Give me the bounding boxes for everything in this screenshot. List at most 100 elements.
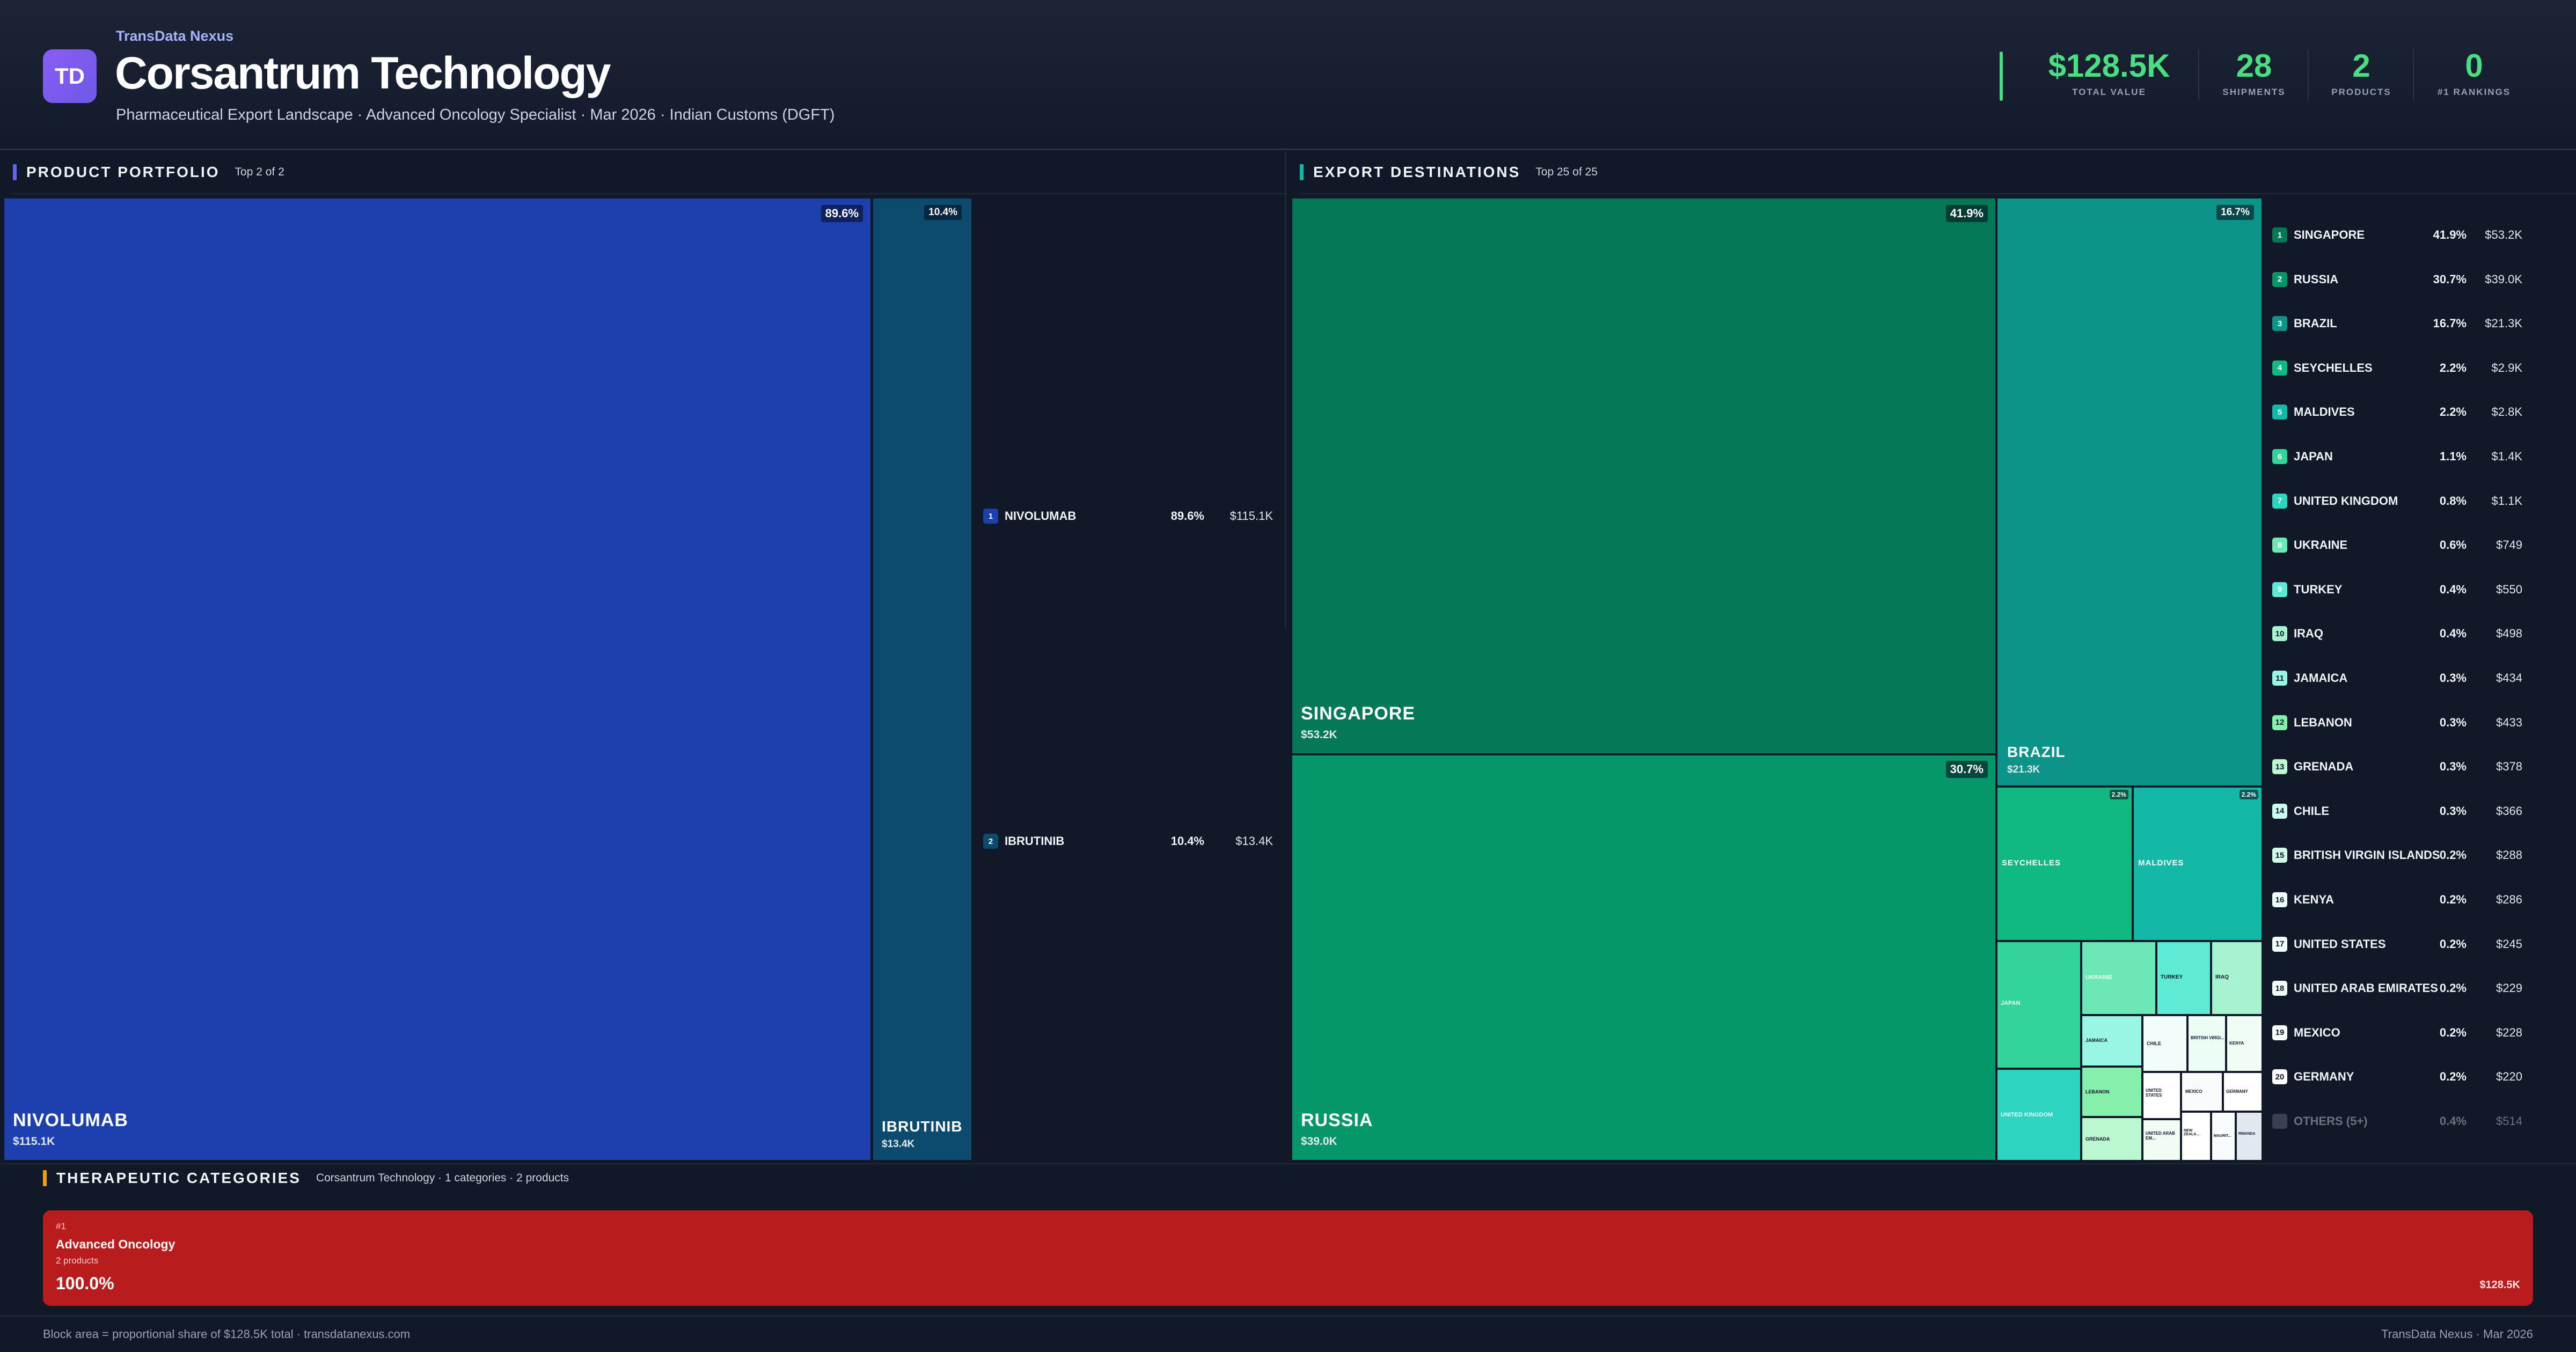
tile-jamaica[interactable]: JAMAICA (2082, 1016, 2141, 1066)
row-name: GERMANY (2294, 1070, 2354, 1084)
tile-chile[interactable]: CHILE (2143, 1016, 2186, 1071)
row-value: $21.3K (2485, 317, 2522, 330)
row-name: UNITED KINGDOM (2294, 494, 2398, 508)
tile-pct-badge: 2.2% (2109, 790, 2128, 799)
therapeutic-header: THERAPEUTIC CATEGORIES Corsantrum Techno… (43, 1170, 569, 1187)
row-name: LEBANON (2294, 715, 2352, 729)
destination-list-item[interactable]: 9 TURKEY 0.4% $550 (2272, 579, 2522, 600)
destination-list-item[interactable]: 2 RUSSIA 30.7% $39.0K (2272, 269, 2522, 290)
row-pct: 0.3% (2439, 760, 2467, 774)
row-pct: 0.6% (2439, 538, 2467, 552)
destination-list-item[interactable]: 4 SEYCHELLES 2.2% $2.9K (2272, 357, 2522, 379)
row-name: UNITED STATES (2294, 937, 2386, 951)
tile-united-states[interactable]: UNITED STATES (2143, 1073, 2180, 1118)
tile-iraq[interactable]: IRAQ (2212, 942, 2262, 1014)
row-pct: 0.2% (2439, 1025, 2467, 1039)
rank-badge: 20 (2272, 1069, 2287, 1085)
destination-list-item[interactable]: 13 GRENADA 0.3% $378 (2272, 756, 2522, 777)
tile-mexico[interactable]: MEXICO (2182, 1073, 2222, 1111)
destination-list-item[interactable]: 5 MALDIVES 2.2% $2.8K (2272, 401, 2522, 423)
tile-ukraine[interactable]: UKRAINE (2082, 942, 2155, 1014)
tile-name: LEBANON (2085, 1089, 2110, 1094)
destination-list-item[interactable]: 14 CHILE 0.3% $366 (2272, 800, 2522, 822)
row-name: BRAZIL (2294, 317, 2337, 330)
row-value: $229 (2496, 981, 2522, 995)
destinations-subtitle: Top 25 of 25 (1535, 166, 1598, 178)
destination-others-item[interactable]: OTHERS (5+) 0.4% $514 (2272, 1111, 2522, 1132)
tile-nivolumab[interactable]: 89.6% NIVOLUMAB $115.1K (4, 199, 870, 1160)
row-name: RUSSIA (2294, 272, 2339, 286)
rank-badge: 3 (2272, 316, 2287, 332)
row-value: $53.2K (2485, 228, 2522, 241)
rank-badge: 18 (2272, 981, 2287, 996)
category-advanced-oncology[interactable]: #1 Advanced Oncology 2 products 100.0% $… (43, 1210, 2533, 1306)
tile-value: $13.4K (882, 1138, 915, 1150)
tile-turkey[interactable]: TURKEY (2157, 942, 2210, 1014)
destination-list-item[interactable]: 16 KENYA 0.2% $286 (2272, 889, 2522, 910)
tile-seychelles[interactable]: 2.2% SEYCHELLES (1997, 788, 2132, 940)
row-name: JAMAICA (2294, 671, 2348, 685)
destination-list-item[interactable]: 15 BRITISH VIRGIN ISLANDS 0.2% $288 (2272, 844, 2522, 866)
tile-rwanda[interactable]: RWANDA (2237, 1113, 2262, 1160)
row-pct: 0.2% (2439, 937, 2467, 951)
stat-label: TOTAL VALUE (2072, 87, 2146, 97)
destination-list-item[interactable]: 1 SINGAPORE 41.9% $53.2K (2272, 224, 2522, 246)
tile-united-kingdom[interactable]: UNITED KINGDOM (1997, 1070, 2080, 1160)
tile-kenya[interactable]: KENYA (2227, 1016, 2262, 1071)
destination-list-item[interactable]: 19 MEXICO 0.2% $228 (2272, 1022, 2522, 1044)
tile-british-virgin-islands[interactable]: BRITISH VIRGI... (2189, 1016, 2225, 1071)
rank-badge: 19 (2272, 1025, 2287, 1040)
row-pct: 0.3% (2439, 804, 2467, 818)
destinations-accent (1300, 164, 1304, 180)
destination-list-item[interactable]: 8 UKRAINE 0.6% $749 (2272, 534, 2522, 556)
rank-badge: 9 (2272, 582, 2287, 597)
row-pct: 0.2% (2439, 1070, 2467, 1084)
tile-mauritius[interactable]: MAURIT... (2212, 1113, 2235, 1160)
row-pct: 0.8% (2439, 494, 2467, 508)
tile-russia[interactable]: 30.7% RUSSIA $39.0K (1292, 755, 1995, 1160)
rank-badge: 11 (2272, 671, 2287, 686)
portfolio-subtitle: Top 2 of 2 (235, 166, 284, 178)
destination-list-item[interactable]: 12 LEBANON 0.3% $433 (2272, 712, 2522, 733)
brand-name[interactable]: TransData Nexus (116, 28, 234, 44)
row-value: $550 (2496, 582, 2522, 596)
tile-grenada[interactable]: GRENADA (2082, 1118, 2141, 1160)
destination-list-item[interactable]: 11 JAMAICA 0.3% $434 (2272, 667, 2522, 689)
tile-singapore[interactable]: 41.9% SINGAPORE $53.2K (1292, 199, 1995, 753)
destination-list-item[interactable]: 6 JAPAN 1.1% $1.4K (2272, 446, 2522, 467)
tile-united-arab-emirates[interactable]: UNITED ARAB EM... (2143, 1120, 2180, 1160)
portfolio-list-item[interactable]: 1 NIVOLUMAB 89.6% $115.1K (983, 505, 1273, 527)
row-name: UNITED ARAB EMIRATES (2294, 981, 2438, 995)
row-pct: 0.2% (2439, 981, 2467, 995)
row-pct: 0.4% (2439, 627, 2467, 641)
destination-list-item[interactable]: 3 BRAZIL 16.7% $21.3K (2272, 313, 2522, 334)
destination-list-item[interactable]: 17 UNITED STATES 0.2% $245 (2272, 934, 2522, 955)
tile-pct-badge: 41.9% (1945, 205, 1988, 222)
row-name: MEXICO (2294, 1025, 2340, 1039)
tile-germany[interactable]: GERMANY (2224, 1073, 2262, 1111)
destination-list-item[interactable]: 20 GERMANY 0.2% $220 (2272, 1066, 2522, 1088)
row-name: JAPAN (2294, 450, 2333, 463)
rank-badge: 10 (2272, 626, 2287, 642)
destination-list-item[interactable]: 18 UNITED ARAB EMIRATES 0.2% $229 (2272, 978, 2522, 999)
tile-lebanon[interactable]: LEBANON (2082, 1068, 2141, 1116)
portfolio-list-item[interactable]: 2 IBRUTINIB 10.4% $13.4K (983, 831, 1273, 852)
portfolio-title: PRODUCT PORTFOLIO (26, 164, 220, 180)
destinations-header: EXPORT DESTINATIONS Top 25 of 25 (1300, 151, 2576, 194)
tile-japan[interactable]: JAPAN (1997, 942, 2080, 1068)
row-name: UKRAINE (2294, 538, 2348, 552)
tile-pct-badge: 10.4% (924, 205, 962, 220)
tile-new-zealand[interactable]: NEW ZEALA... (2182, 1113, 2210, 1160)
section-divider (0, 1163, 2576, 1164)
tile-brazil[interactable]: 16.7% BRAZIL $21.3K (1997, 199, 2262, 785)
tile-ibrutinib[interactable]: 10.4% IBRUTINIB $13.4K (873, 199, 971, 1160)
tile-name: NIVOLUMAB (13, 1110, 128, 1130)
row-pct: 16.7% (2433, 317, 2467, 330)
stat-value: $128.5K (2048, 48, 2170, 84)
destination-list-item[interactable]: 10 IRAQ 0.4% $498 (2272, 623, 2522, 644)
footer-credit: TransData Nexus · Mar 2026 (2381, 1327, 2533, 1341)
tile-name: UKRAINE (2085, 974, 2113, 981)
tile-name: GRENADA (2085, 1136, 2110, 1142)
tile-maldives[interactable]: 2.2% MALDIVES (2134, 788, 2262, 940)
destination-list-item[interactable]: 7 UNITED KINGDOM 0.8% $1.1K (2272, 490, 2522, 512)
